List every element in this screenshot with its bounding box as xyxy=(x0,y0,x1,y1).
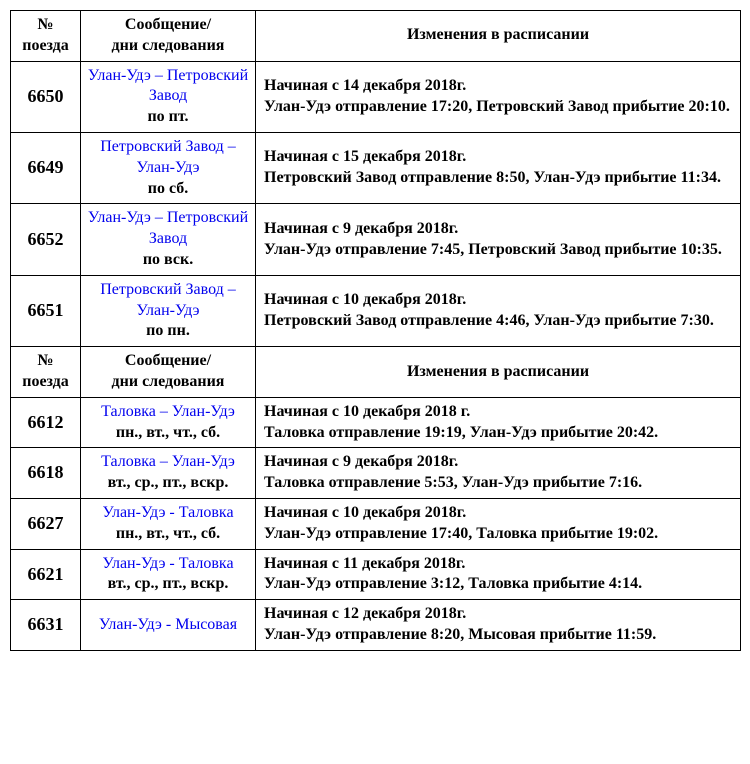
col-header-change: Изменения в расписании xyxy=(256,11,741,62)
train-number: 6649 xyxy=(11,132,81,203)
schedule-table: №поездаСообщение/дни следованияИзменения… xyxy=(10,10,741,651)
schedule-change: Начиная с 15 декабря 2018г.Петровский За… xyxy=(256,132,741,203)
route-link[interactable]: Улан-Удэ - Таловка xyxy=(102,555,233,572)
col-header-route: Сообщение/дни следования xyxy=(81,347,256,398)
route-days: пн., вт., чт., сб. xyxy=(116,424,220,441)
schedule-change: Начиная с 9 декабря 2018г.Улан-Удэ отпра… xyxy=(256,204,741,275)
table-row: 6631 Улан-Удэ - Мысовая Начиная с 12 декаб… xyxy=(11,600,741,651)
train-number: 6621 xyxy=(11,549,81,600)
table-row: 6650Улан-Удэ – Петровский Завод по пт. Нач… xyxy=(11,61,741,132)
route-cell: Таловка – Улан-Удэ пн., вт., чт., сб. xyxy=(81,397,256,448)
route-days: по пн. xyxy=(146,322,190,339)
route-cell: Улан-Удэ – Петровский Завод по вск. xyxy=(81,204,256,275)
route-cell: Улан-Удэ – Петровский Завод по пт. xyxy=(81,61,256,132)
route-cell: Петровский Завод – Улан-Удэ по пн. xyxy=(81,275,256,346)
schedule-change: Начиная с 11 декабря 2018г.Улан-Удэ отпр… xyxy=(256,549,741,600)
col-header-route: Сообщение/дни следования xyxy=(81,11,256,62)
table-row: 6627 Улан-Удэ - Таловка пн., вт., чт., сб.… xyxy=(11,498,741,549)
train-number: 6652 xyxy=(11,204,81,275)
route-days: по сб. xyxy=(148,180,189,197)
table-row: 6652Улан-Удэ – Петровский Завод по вск. На… xyxy=(11,204,741,275)
route-link[interactable]: Улан-Удэ – Петровский Завод xyxy=(88,67,248,105)
route-days: вт., ср., пт., вскр. xyxy=(108,474,229,491)
schedule-change: Начиная с 9 декабря 2018г.Таловка отправ… xyxy=(256,448,741,499)
train-number: 6627 xyxy=(11,498,81,549)
route-link[interactable]: Петровский Завод – Улан-Удэ xyxy=(100,281,236,319)
route-days: по пт. xyxy=(147,108,188,125)
table-body: №поездаСообщение/дни следованияИзменения… xyxy=(11,11,741,651)
route-days: по вск. xyxy=(143,251,193,268)
route-cell: Таловка – Улан-Удэ вт., ср., пт., вскр. xyxy=(81,448,256,499)
route-cell: Петровский Завод – Улан-Удэ по сб. xyxy=(81,132,256,203)
table-header-row: №поездаСообщение/дни следованияИзменения… xyxy=(11,11,741,62)
train-number: 6631 xyxy=(11,600,81,651)
col-header-num: №поезда xyxy=(11,347,81,398)
col-header-change: Изменения в расписании xyxy=(256,347,741,398)
route-link[interactable]: Улан-Удэ – Петровский Завод xyxy=(88,209,248,247)
route-link[interactable]: Улан-Удэ - Таловка xyxy=(102,504,233,521)
train-number: 6618 xyxy=(11,448,81,499)
route-link[interactable]: Таловка – Улан-Удэ xyxy=(101,403,235,420)
route-link[interactable]: Петровский Завод – Улан-Удэ xyxy=(100,138,236,176)
route-days: вт., ср., пт., вскр. xyxy=(108,575,229,592)
train-number: 6651 xyxy=(11,275,81,346)
route-link[interactable]: Улан-Удэ - Мысовая xyxy=(99,616,237,633)
route-link[interactable]: Таловка – Улан-Удэ xyxy=(101,453,235,470)
table-row: 6621 Улан-Удэ - Таловка вт., ср., пт., вск… xyxy=(11,549,741,600)
route-cell: Улан-Удэ - Таловка пн., вт., чт., сб. xyxy=(81,498,256,549)
table-row: 6612 Таловка – Улан-Удэ пн., вт., чт., сб.… xyxy=(11,397,741,448)
route-days: пн., вт., чт., сб. xyxy=(116,525,220,542)
table-row: 6618 Таловка – Улан-Удэ вт., ср., пт., вск… xyxy=(11,448,741,499)
schedule-change: Начиная с 10 декабря 2018г.Петровский За… xyxy=(256,275,741,346)
train-number: 6612 xyxy=(11,397,81,448)
col-header-num: №поезда xyxy=(11,11,81,62)
table-row: 6649 Петровский Завод – Улан-Удэ по сб. Нач… xyxy=(11,132,741,203)
route-cell: Улан-Удэ - Мысовая xyxy=(81,600,256,651)
train-number: 6650 xyxy=(11,61,81,132)
table-header-row: №поездаСообщение/дни следованияИзменения… xyxy=(11,347,741,398)
table-row: 6651 Петровский Завод – Улан-Удэ по пн. Нач… xyxy=(11,275,741,346)
schedule-change: Начиная с 14 декабря 2018г.Улан-Удэ отпр… xyxy=(256,61,741,132)
schedule-change: Начиная с 10 декабря 2018г.Улан-Удэ отпр… xyxy=(256,498,741,549)
schedule-change: Начиная с 12 декабря 2018г.Улан-Удэ отпр… xyxy=(256,600,741,651)
route-cell: Улан-Удэ - Таловка вт., ср., пт., вскр. xyxy=(81,549,256,600)
schedule-change: Начиная с 10 декабря 2018 г.Таловка отпр… xyxy=(256,397,741,448)
